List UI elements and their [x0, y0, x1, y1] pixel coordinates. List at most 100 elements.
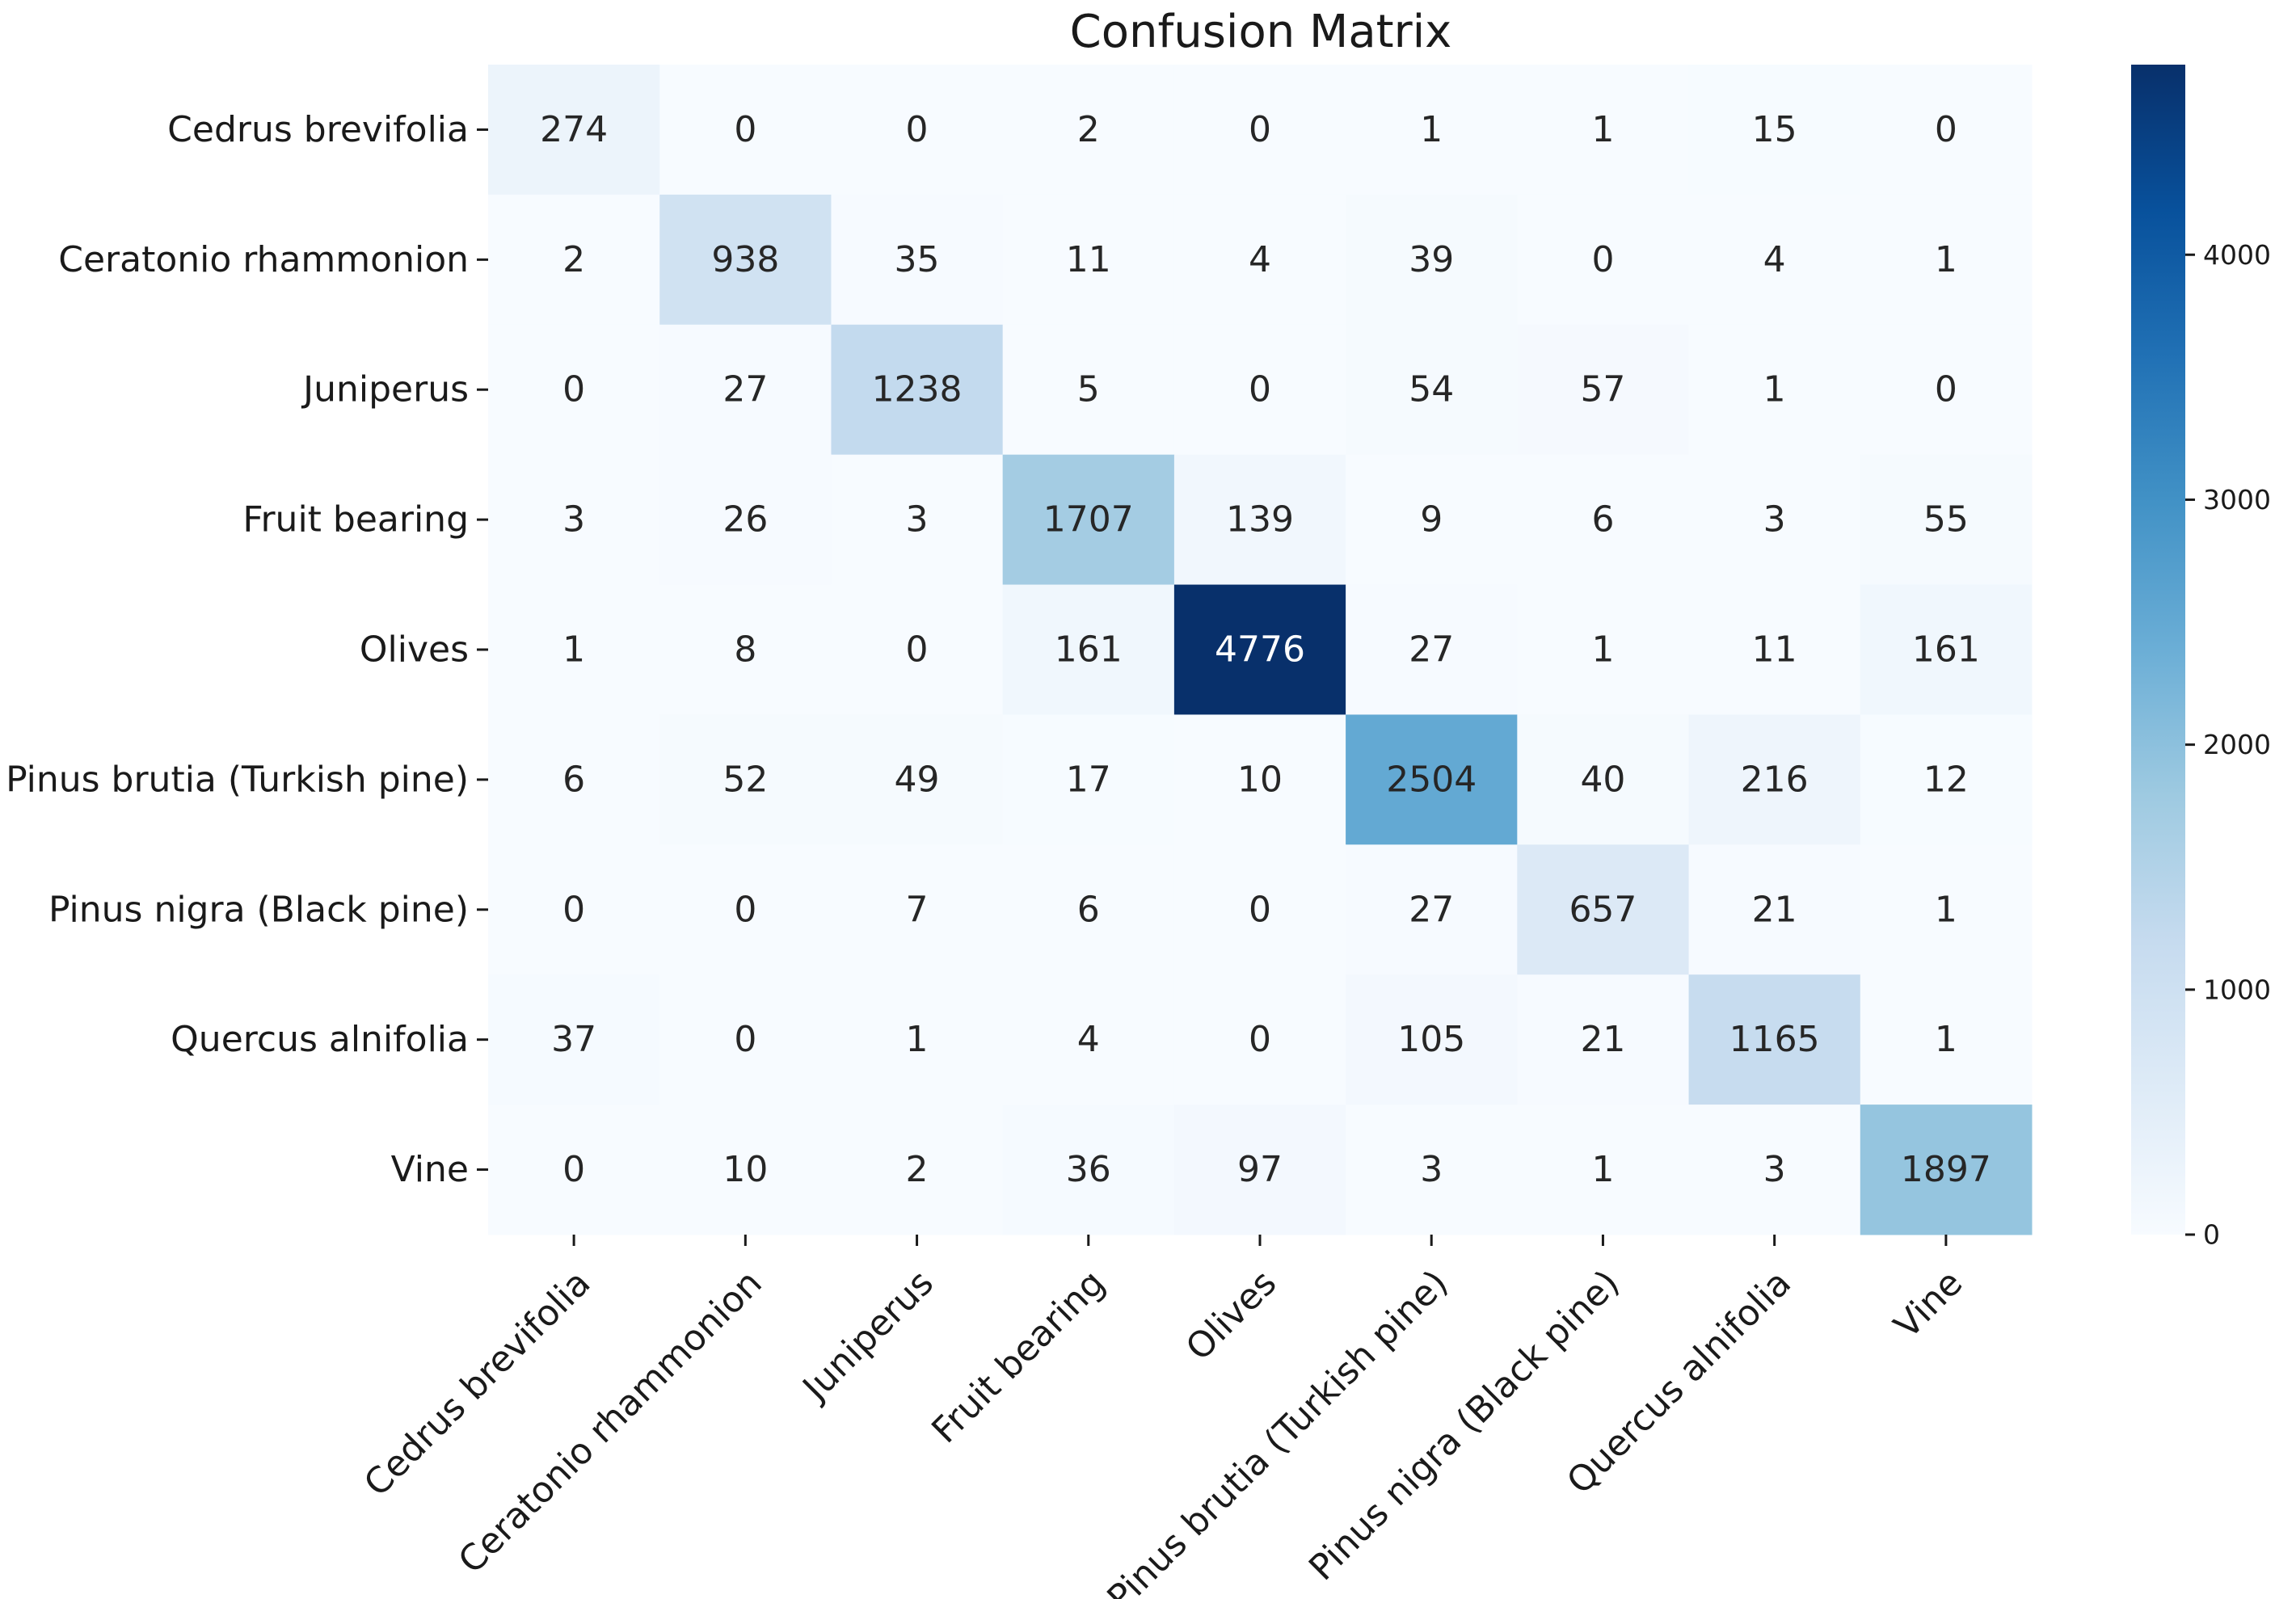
cell-value-label: 1	[1935, 889, 1957, 930]
heatmap-cell	[1002, 974, 1175, 1105]
heatmap-cell	[1002, 1105, 1175, 1235]
heatmap-cell	[659, 324, 832, 456]
y-tick-label: Pinus nigra (Black pine)	[48, 889, 469, 930]
heatmap-cell	[831, 65, 1004, 196]
heatmap-cell	[1346, 194, 1518, 326]
cell-value-label: 3	[1763, 1149, 1786, 1190]
heatmap-cell	[1860, 454, 2033, 586]
cell-value-label: 4	[1077, 1019, 1100, 1060]
cell-value-label: 21	[1752, 889, 1797, 930]
heatmap-cell	[1860, 1105, 2033, 1235]
cell-value-label: 0	[1249, 109, 1271, 150]
cell-value-label: 4	[1249, 239, 1271, 280]
cell-value-label: 40	[1580, 759, 1625, 800]
cell-value-label: 0	[734, 109, 756, 150]
colorbar-tick-label: 1000	[2203, 974, 2271, 1005]
heatmap-cell	[488, 194, 660, 326]
heatmap-cell	[831, 974, 1004, 1105]
heatmap-cell	[1002, 714, 1175, 845]
heatmap-cell	[1173, 65, 1346, 196]
cell-value-label: 161	[1055, 629, 1123, 671]
heatmap-cell	[1860, 974, 2033, 1105]
cell-value-label: 27	[1409, 889, 1454, 930]
heatmap-cell	[1517, 714, 1690, 845]
cell-value-label: 105	[1397, 1019, 1465, 1060]
heatmap-cell	[1517, 454, 1690, 586]
heatmap-cell	[1517, 974, 1690, 1105]
colorbar-tick-label: 3000	[2203, 484, 2271, 515]
heatmap-cell	[488, 584, 660, 715]
heatmap-cell	[488, 324, 660, 456]
heatmap-cell	[1173, 974, 1346, 1105]
heatmap-cell	[659, 714, 832, 845]
heatmap-cell	[1173, 324, 1346, 456]
heatmap-cell	[1517, 65, 1690, 196]
cell-value-label: 1	[906, 1019, 929, 1060]
heatmap-cell	[1346, 714, 1518, 845]
cell-value-label: 49	[895, 759, 940, 800]
cell-value-label: 2	[906, 1149, 929, 1190]
heatmap-cell	[1860, 194, 2033, 326]
cell-value-label: 1	[1935, 1019, 1957, 1060]
cell-value-label: 7	[906, 889, 929, 930]
heatmap-cell	[1688, 844, 1861, 975]
cell-value-label: 3	[1763, 499, 1786, 541]
heatmap-cell	[831, 714, 1004, 845]
cell-value-label: 10	[723, 1149, 768, 1190]
heatmap-cell	[1346, 1105, 1518, 1235]
cell-value-label: 0	[1249, 889, 1271, 930]
heatmap-cell	[1517, 1105, 1690, 1235]
heatmap-cell	[1002, 454, 1175, 586]
cell-value-label: 1897	[1901, 1149, 1991, 1190]
heatmap-cell	[1173, 844, 1346, 975]
cell-value-label: 6	[1591, 499, 1614, 541]
cell-value-label: 4776	[1215, 629, 1305, 671]
heatmap-cell	[1517, 584, 1690, 715]
colorbar-tick-label: 2000	[2203, 729, 2271, 760]
cell-value-label: 0	[906, 629, 929, 671]
cell-value-label: 6	[1077, 889, 1100, 930]
x-tick-label: Ceratonio rhammonion	[451, 1262, 770, 1581]
x-tick-label: Olives	[1178, 1262, 1285, 1369]
cell-value-label: 274	[540, 109, 608, 150]
x-tick-label: Fruit bearing	[924, 1262, 1113, 1451]
cell-value-label: 36	[1066, 1149, 1111, 1190]
cell-value-label: 57	[1580, 369, 1625, 410]
y-tick-label: Cedrus brevifolia	[167, 109, 469, 150]
y-tick-label: Olives	[360, 629, 469, 671]
cell-value-label: 0	[1249, 369, 1271, 410]
colorbar: 0 1000 2000 3000 4000	[2131, 65, 2271, 1251]
y-tick-label: Vine	[391, 1149, 469, 1190]
cell-value-label: 8	[734, 629, 756, 671]
heatmap-cell	[831, 584, 1004, 715]
heatmap-cell	[831, 844, 1004, 975]
cell-value-label: 0	[734, 889, 756, 930]
cell-value-label: 27	[723, 369, 768, 410]
cell-value-label: 12	[1923, 759, 1969, 800]
heatmap-cell	[488, 1105, 660, 1235]
heatmap-cell	[1002, 584, 1175, 715]
cell-value-label: 161	[1912, 629, 1980, 671]
cell-value-label: 4	[1763, 239, 1786, 280]
x-tick-label: Juniperus	[794, 1262, 942, 1410]
cell-value-label: 3	[1420, 1149, 1443, 1190]
heatmap-cell	[831, 454, 1004, 586]
heatmap-cell	[1002, 844, 1175, 975]
cell-value-label: 10	[1237, 759, 1283, 800]
cell-value-label: 1	[1763, 369, 1786, 410]
cell-value-label: 3	[562, 499, 585, 541]
heatmap-cell	[1173, 194, 1346, 326]
y-tick-label: Fruit bearing	[242, 499, 469, 541]
heatmap-cell	[1860, 65, 2033, 196]
heatmap-cell	[1860, 714, 2033, 845]
cell-value-label: 11	[1752, 629, 1797, 671]
heatmap-cell	[1346, 974, 1518, 1105]
heatmap-cell	[1346, 844, 1518, 975]
cell-value-label: 1	[1935, 239, 1957, 280]
heatmap-cell	[1346, 584, 1518, 715]
heatmap-cell	[659, 844, 832, 975]
cell-value-label: 139	[1226, 499, 1294, 541]
x-tick-label: Pinus brutia (Turkish pine)	[1099, 1262, 1456, 1599]
